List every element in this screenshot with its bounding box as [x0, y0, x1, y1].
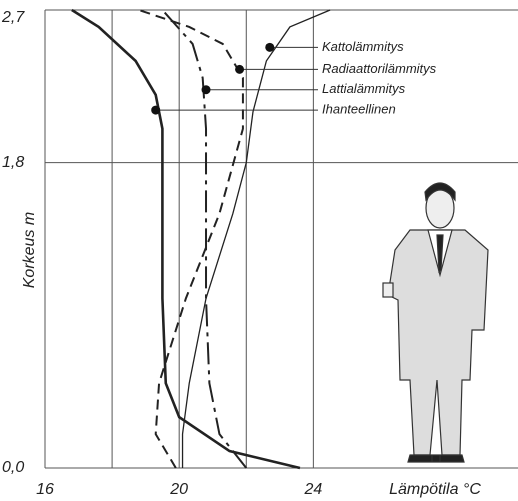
label-marker	[202, 85, 211, 94]
series-line	[72, 10, 300, 468]
series-label: Ihanteellinen	[322, 102, 396, 117]
series-label: Kattolämmitys	[322, 39, 404, 54]
label-marker	[265, 43, 274, 52]
series-label: Radiaattorilämmitys	[322, 61, 437, 76]
person-illustration	[383, 183, 488, 462]
series-label: Lattialämmitys	[322, 81, 406, 96]
x-tick-label: 24	[303, 481, 322, 498]
x-tick-label: 16	[36, 481, 54, 498]
y-tick-label: 1,8	[2, 154, 24, 171]
y-axis-label: Korkeus m	[21, 212, 38, 288]
chart: Korkeus m Lämpötila °C 16 20 24 0,0 1,8 2,7 Ka…	[0, 0, 518, 501]
label-marker	[151, 106, 160, 115]
y-tick-label: 2,7	[1, 9, 25, 26]
label-marker	[235, 65, 244, 74]
series-line	[183, 10, 331, 468]
y-tick-label: 0,0	[2, 459, 24, 476]
x-axis-label: Lämpötila °C	[389, 481, 481, 498]
series-line	[139, 10, 243, 468]
series-line	[162, 10, 246, 468]
x-tick-label: 20	[169, 481, 188, 498]
